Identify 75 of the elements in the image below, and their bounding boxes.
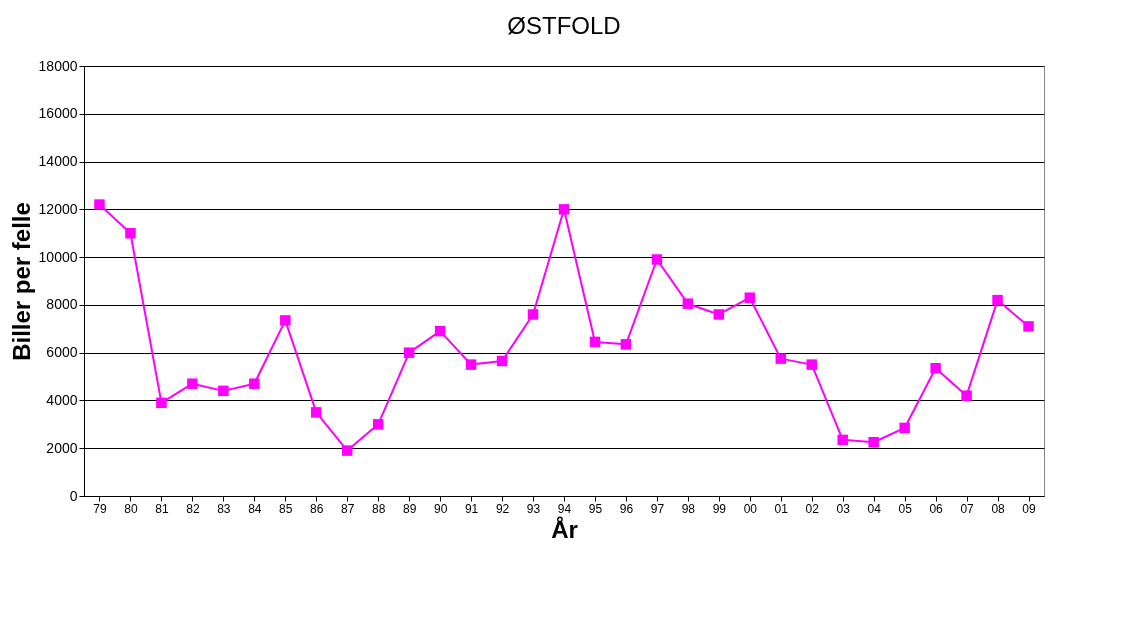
x-tick-label: 97 xyxy=(650,501,665,516)
point xyxy=(837,434,848,446)
point xyxy=(434,325,446,337)
point xyxy=(992,294,1003,306)
y-tick-label: 2000 xyxy=(46,439,78,456)
x-tick-label: 88 xyxy=(372,501,386,516)
x-tick-label: 81 xyxy=(155,501,169,516)
point xyxy=(249,378,260,389)
x-tick-label: 08 xyxy=(991,501,1006,516)
x-tick-label: 85 xyxy=(279,501,293,516)
y-tick-label: 16000 xyxy=(38,105,78,122)
x-tick-label: 98 xyxy=(681,501,696,516)
x-tick-label: 93 xyxy=(526,501,541,516)
point xyxy=(775,353,787,364)
point xyxy=(868,437,879,448)
x-tick-label: 04 xyxy=(867,501,882,516)
x-tick-label: 79 xyxy=(93,501,107,516)
point xyxy=(806,359,817,370)
point xyxy=(156,397,167,409)
point xyxy=(1023,321,1034,332)
point xyxy=(341,445,353,456)
x-tick-label: 02 xyxy=(805,501,820,516)
point xyxy=(961,390,972,401)
point xyxy=(496,355,508,367)
x-tick-label: 91 xyxy=(464,501,479,516)
point xyxy=(125,227,136,239)
x-tick-label: 80 xyxy=(124,501,138,516)
y-axis-title: Biller per felle xyxy=(7,202,35,361)
x-tick-label: 94 xyxy=(557,501,572,516)
point xyxy=(744,292,756,303)
point xyxy=(620,339,632,350)
y-tick-label: 6000 xyxy=(46,344,78,361)
y-tick-label: 8000 xyxy=(46,296,78,313)
x-tick-label: 92 xyxy=(495,501,510,516)
y-tick-label: 0 xyxy=(69,487,78,504)
point xyxy=(651,254,663,265)
point xyxy=(899,422,910,434)
y-tick-label: 12000 xyxy=(38,200,78,217)
point xyxy=(930,362,941,374)
x-tick-label: 87 xyxy=(341,501,355,516)
x-tick-label: 89 xyxy=(402,501,417,516)
point xyxy=(403,347,415,358)
chart-title: ØSTFOLD xyxy=(507,12,621,39)
point xyxy=(280,315,291,326)
x-tick-label: 83 xyxy=(217,501,231,516)
x-tick-label: 86 xyxy=(310,501,324,516)
point xyxy=(682,298,694,309)
x-tick-label: 90 xyxy=(433,501,448,516)
x-tick-label: 99 xyxy=(712,501,727,516)
y-tick-label: 18000 xyxy=(38,57,78,74)
x-tick-label: 84 xyxy=(248,501,262,516)
x-axis-title: År xyxy=(551,515,578,543)
x-tick-label: 05 xyxy=(898,501,913,516)
point xyxy=(713,309,725,320)
point xyxy=(465,359,477,370)
point xyxy=(372,419,384,430)
x-tick-label: 03 xyxy=(836,501,851,516)
point xyxy=(94,199,105,210)
x-tick-label: 01 xyxy=(774,501,789,516)
x-tick-label: 06 xyxy=(929,501,944,516)
x-tick-label: 07 xyxy=(960,501,975,516)
point xyxy=(527,309,539,320)
point xyxy=(187,378,198,389)
point xyxy=(589,336,601,348)
point xyxy=(558,204,570,215)
x-tick-label: 82 xyxy=(186,501,200,516)
x-tick-label: 00 xyxy=(743,501,758,516)
point xyxy=(311,407,322,418)
y-tick-label: 14000 xyxy=(38,153,78,170)
point xyxy=(218,385,229,397)
y-tick-label: 10000 xyxy=(38,248,78,265)
y-tick-label: 4000 xyxy=(46,391,78,408)
x-tick-label: 95 xyxy=(588,501,603,516)
x-tick-label: 96 xyxy=(619,501,634,516)
x-tick-label: 09 xyxy=(1022,501,1037,516)
